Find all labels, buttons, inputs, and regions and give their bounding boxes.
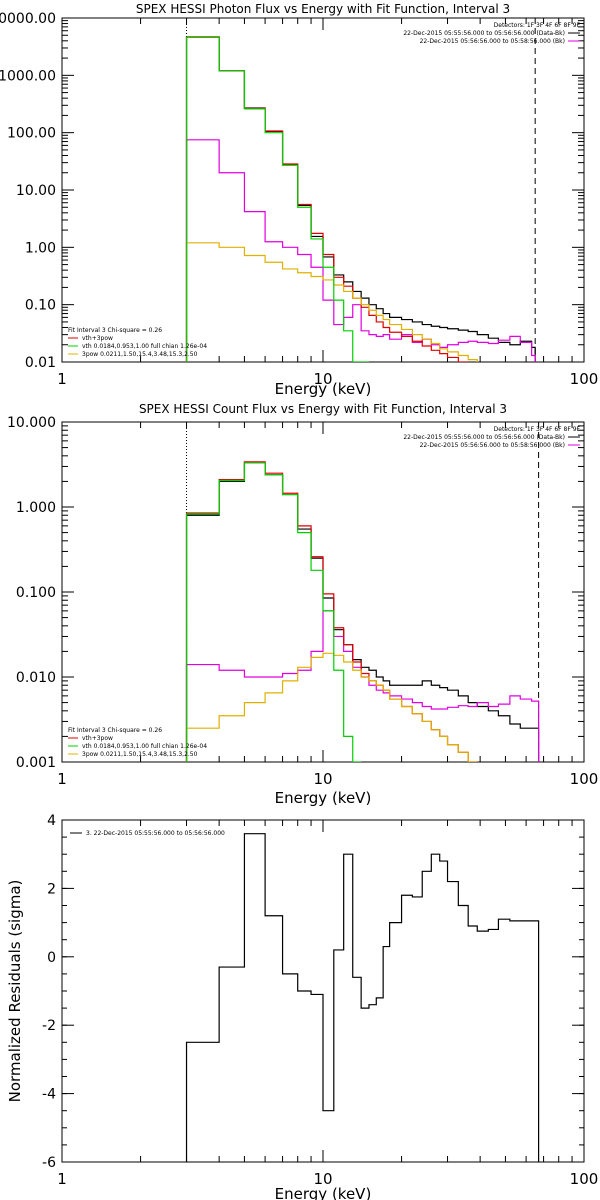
y-tick-label: 0.10 xyxy=(25,298,56,314)
legend-entry: vth 0.0184,0.953,1.00 full chian 1.26e-0… xyxy=(82,343,207,350)
data-series-5 xyxy=(185,36,369,362)
legend-entry: 22-Dec-2015 05:56:56.000 to 05:58:56.000… xyxy=(420,38,565,45)
data-series-4 xyxy=(185,242,478,362)
data-series-2 xyxy=(185,139,536,362)
x-tick-label: 100 xyxy=(570,1170,599,1188)
legend-entry: vth+3pow xyxy=(82,735,113,742)
y-tick-label: -2 xyxy=(42,1018,56,1034)
y-axis-label: Normalized Residuals (sigma) xyxy=(6,880,24,1103)
chart-title: SPEX HESSI Count Flux vs Energy with Fit… xyxy=(139,402,507,416)
chart-title: SPEX HESSI Photon Flux vs Energy with Fi… xyxy=(136,2,510,16)
x-tick-label: 10 xyxy=(313,1170,332,1188)
legend-entry: 22-Dec-2015 05:56:56.000 to 05:58:56.000… xyxy=(420,442,565,449)
y-tick-label: -6 xyxy=(42,1155,56,1171)
y-tick-label: 0.100 xyxy=(16,585,56,601)
x-tick-label: 1 xyxy=(57,770,67,788)
legend-entry: 3pow 0.0211,1.50,15.4,3.48,15.3,2.50 xyxy=(82,751,198,758)
x-tick-label: 100 xyxy=(570,370,599,388)
x-tick-label: 1 xyxy=(57,1170,67,1188)
plot-frame xyxy=(61,17,585,363)
chart-panel-2: SPEX HESSI Count Flux vs Energy with Fit… xyxy=(7,402,598,807)
y-tick-label: 0.001 xyxy=(16,755,56,771)
legend-entry: 3. 22-Dec-2015 05:55:56.000 to 05:56:56.… xyxy=(86,830,225,837)
data-series-2 xyxy=(185,610,540,762)
x-tick-label: 1 xyxy=(57,370,67,388)
data-series-3 xyxy=(185,36,469,362)
x-axis-label: Energy (keV) xyxy=(275,1185,372,1200)
y-tick-label: 10.000 xyxy=(7,415,56,431)
y-tick-label: 1.00 xyxy=(25,240,56,256)
chart-panel-1: SPEX HESSI Photon Flux vs Energy with Fi… xyxy=(0,2,598,398)
y-tick-label: 0 xyxy=(47,950,56,966)
data-series-1 xyxy=(185,833,540,1162)
legend-entry: Fit Interval 3 Chi-square = 0.26 xyxy=(68,327,162,334)
y-tick-label: 10.00 xyxy=(16,183,56,199)
legend-entry: 22-Dec-2015 05:55:56.000 to 05:56:56.000… xyxy=(403,434,565,441)
x-tick-label: 10 xyxy=(313,770,332,788)
x-tick-label: 10 xyxy=(313,370,332,388)
y-tick-label: 1.000 xyxy=(16,500,56,516)
legend-entry: 22-Dec-2015 05:55:56.000 to 05:56:56.000… xyxy=(403,30,565,37)
legend-entry: Detectors: 1F 3F 4F 6F 8F 9F xyxy=(494,22,581,29)
data-series-5 xyxy=(185,462,362,762)
y-tick-label: -4 xyxy=(42,1087,56,1103)
y-tick-label: 1000.00 xyxy=(0,68,56,84)
legend-entry: 3pow 0.0211,1.50,15.4,3.48,15.3,2.50 xyxy=(82,351,198,358)
x-tick-label: 100 xyxy=(570,770,599,788)
chart-panel-3: 1 10 100 Energy (keV) -6 -4 -2 0 2 4 Normalized Re… xyxy=(6,813,598,1200)
x-axis-label: Energy (keV) xyxy=(275,789,372,807)
y-tick-label: 0.010 xyxy=(16,670,56,686)
data-series-1 xyxy=(185,462,540,762)
y-tick-label: 10000.00 xyxy=(0,11,56,27)
x-axis-label: Energy (keV) xyxy=(275,380,372,398)
y-tick-label: 0.01 xyxy=(25,355,56,371)
legend-entry: vth+3pow xyxy=(82,335,113,342)
y-tick-label: 4 xyxy=(47,813,56,829)
legend-entry: Detectors: 1F 3F 4F 6F 8F 9F xyxy=(494,426,581,433)
legend-entry: vth 0.0184,0.953,1.00 full chian 1.26e-0… xyxy=(82,743,207,750)
y-tick-label: 100.00 xyxy=(7,126,56,142)
legend-entry: Fit Interval 3 Chi-square = 0.26 xyxy=(68,727,162,734)
y-tick-label: 2 xyxy=(47,881,56,897)
data-series-4 xyxy=(185,652,478,762)
data-series-3 xyxy=(185,461,478,762)
